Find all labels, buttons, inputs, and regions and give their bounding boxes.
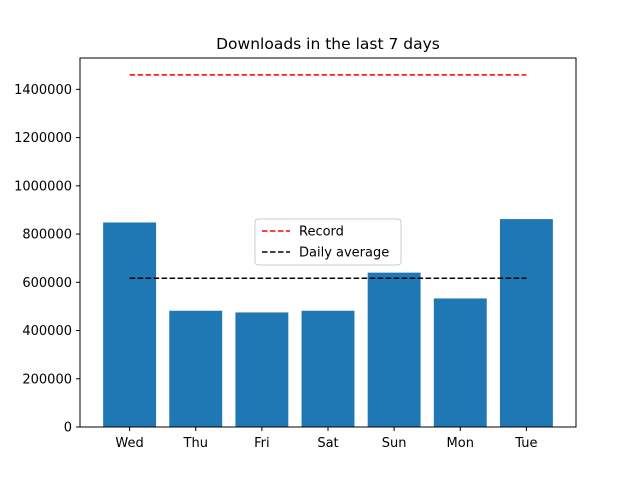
legend-label: Record	[299, 225, 344, 240]
bar-thu	[169, 310, 223, 427]
bars-group	[103, 219, 553, 427]
legend-label: Daily average	[299, 246, 389, 261]
y-tick-label: 1400000	[14, 83, 72, 98]
y-tick-label: 0	[64, 421, 72, 436]
bar-tue	[499, 219, 553, 427]
bar-sat	[301, 310, 355, 427]
x-tick-label: Tue	[514, 436, 537, 451]
bar-mon	[433, 298, 487, 427]
x-tick-label: Sun	[382, 436, 407, 451]
x-tick-label: Sat	[317, 436, 338, 451]
y-tick-label: 200000	[22, 372, 72, 387]
y-tick-label: 1200000	[14, 131, 72, 146]
y-tick-label: 400000	[22, 324, 72, 339]
x-tick-label: Mon	[447, 436, 474, 451]
reference-lines-group	[129, 74, 527, 279]
chart-title: Downloads in the last 7 days	[216, 35, 440, 53]
legend-box	[254, 218, 402, 266]
y-tick-label: 800000	[22, 228, 72, 243]
y-tick-label: 1000000	[14, 179, 72, 194]
x-tick-label: Fri	[254, 436, 270, 451]
x-tick-label: Wed	[115, 436, 143, 451]
bar-wed	[103, 222, 157, 427]
bar-sun	[367, 272, 421, 427]
x-tick-label: Thu	[183, 436, 208, 451]
y-tick-label: 600000	[22, 276, 72, 291]
axes-group: 0 200000 400000 600000 800000 1000000 1200000 1…	[14, 57, 577, 451]
bar-fri	[235, 312, 289, 427]
legend: Record Daily average	[254, 218, 402, 266]
